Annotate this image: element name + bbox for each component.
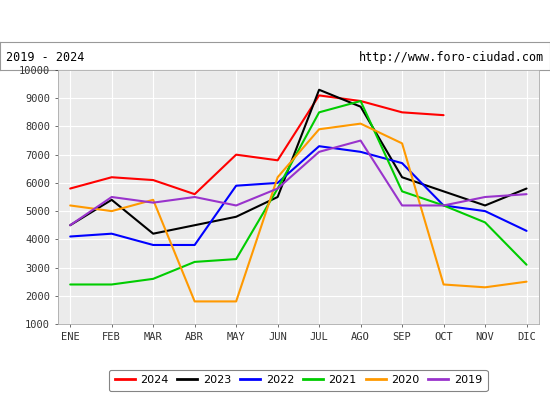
Text: 2019 - 2024: 2019 - 2024 [6,51,84,64]
Text: http://www.foro-ciudad.com: http://www.foro-ciudad.com [359,51,544,64]
Legend: 2024, 2023, 2022, 2021, 2020, 2019: 2024, 2023, 2022, 2021, 2020, 2019 [109,370,488,391]
Text: Evolucion Nº Turistas Nacionales en el municipio de Cebreros: Evolucion Nº Turistas Nacionales en el m… [24,14,526,28]
